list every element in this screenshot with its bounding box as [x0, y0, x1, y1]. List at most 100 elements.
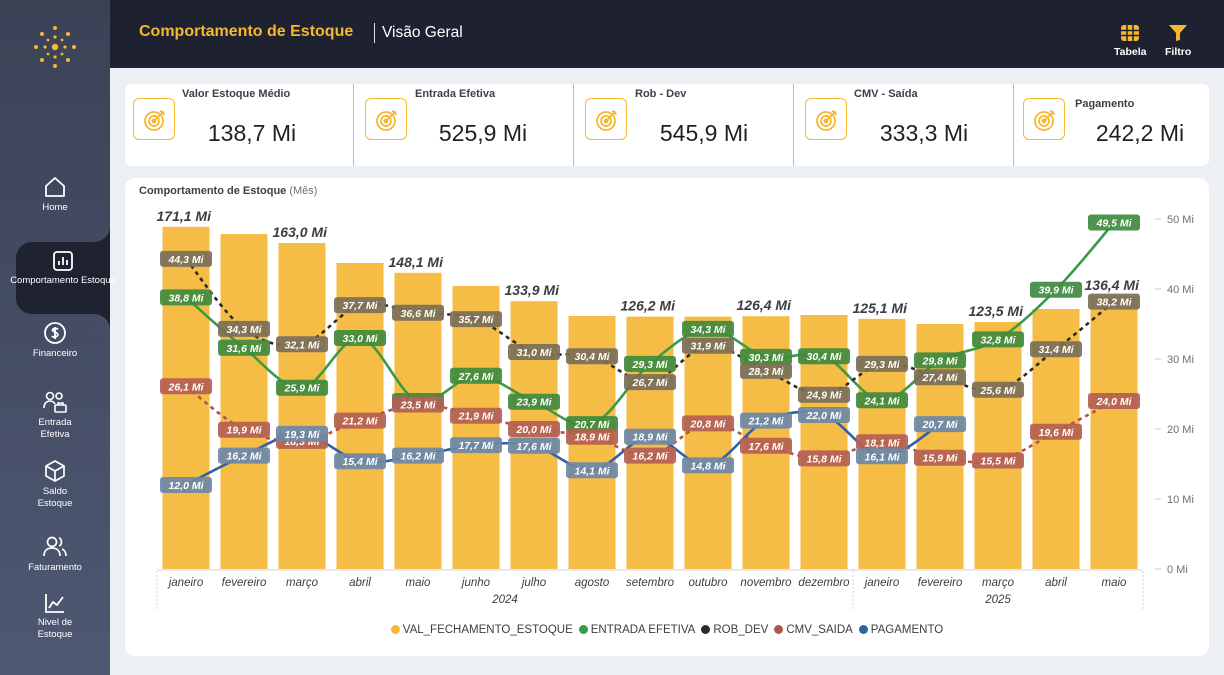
data-label-box-pagamento [740, 412, 792, 429]
y-tick-label: 20 Mi [1167, 424, 1194, 436]
data-label-box-cmv-saida [1088, 393, 1140, 409]
data-label-cmv-saida: 18,1 Mi [864, 437, 900, 449]
data-label-cmv-saida: 18,9 Mi [574, 432, 610, 444]
dollar-icon [44, 322, 66, 344]
home-icon [45, 177, 65, 197]
kpi-value: 138,7 Mi [207, 120, 297, 146]
data-label-box-entrada-efetiva [160, 289, 212, 306]
sidebar-item-home[interactable]: Home [0, 175, 110, 214]
bar-estoque [452, 286, 500, 569]
legend-label: ROB_DEV [713, 624, 769, 636]
legend-dot [858, 625, 868, 634]
data-label-entrada-efetiva: 25,9 Mi [283, 383, 320, 395]
year-label: 2024 [491, 594, 518, 606]
kpi-card: Valor Estoque Médio 138,7 Mi [125, 84, 353, 166]
data-label-pagamento: 16,1 Mi [864, 451, 900, 463]
year-label: 2025 [984, 594, 1011, 606]
line-chart-icon [45, 594, 64, 613]
y-tick-label: 10 Mi [1167, 494, 1194, 506]
data-label-cmv-saida: 21,2 Mi [341, 416, 378, 428]
data-label-rob-dev: 32,1 Mi [284, 339, 320, 351]
kpi-value: 525,9 Mi [438, 120, 528, 146]
chart-icon [53, 251, 73, 271]
data-label-entrada-efetiva: 29,3 Mi [631, 359, 668, 371]
sidebar-item-faturamento[interactable]: Faturamento [0, 535, 110, 574]
kpi-card: CMV - Saída 333,3 Mi [794, 84, 1013, 166]
sidebar-item-entrada-efetiva[interactable]: Entrada Efetiva [0, 390, 110, 441]
data-label-box-pagamento [566, 462, 618, 479]
data-label-cmv-saida: 19,9 Mi [226, 425, 262, 437]
tabela-button[interactable]: Tabela [1114, 24, 1146, 58]
x-tick-label: maio [406, 577, 432, 589]
data-label-entrada-efetiva: 24,1 Mi [863, 395, 900, 407]
data-label-box-rob-dev [276, 336, 328, 353]
bar-data-label: 133,9 Mi [505, 282, 561, 298]
data-label-box-rob-dev [624, 374, 676, 391]
kpi-label: Rob - Dev [635, 88, 687, 100]
data-label-box-pagamento [392, 447, 444, 464]
data-label-box-cmv-saida [624, 447, 676, 464]
data-label-box-rob-dev [972, 381, 1024, 398]
sidebar-item-comportamento-estoque[interactable]: Comportamento Estoque [8, 250, 118, 287]
legend-dot [701, 625, 711, 634]
sidebar: Home Comportamento Estoque Financeiro En… [0, 0, 116, 675]
data-label-rob-dev: 30,4 Mi [574, 351, 610, 363]
legend-item[interactable]: VAL_FECHAMENTO_ESTOQUE [390, 624, 573, 636]
sidebar-item-label: Faturamento [28, 562, 82, 573]
x-tick-label: julho [520, 577, 547, 589]
legend-item[interactable]: ENTRADA EFETIVA [578, 624, 695, 636]
data-label-box-cmv-saida [218, 421, 270, 438]
data-label-box-pagamento [276, 425, 328, 442]
data-label-box-rob-dev [566, 348, 618, 365]
legend-dot [390, 625, 400, 634]
users-icon [43, 536, 67, 557]
data-label-box-cmv-saida [566, 428, 618, 445]
bar-data-label: 126,2 Mi [621, 298, 677, 314]
bar-data-label: 163,0 Mi [273, 224, 329, 240]
active-nav-background [16, 242, 110, 314]
kpi-card: Pagamento 242,2 Mi [1014, 84, 1209, 166]
data-label-box-cmv-saida [682, 415, 734, 432]
data-label-box-pagamento [914, 416, 966, 433]
sidebar-item-financeiro[interactable]: Financeiro [0, 321, 110, 360]
sidebar-item-saldo-estoque[interactable]: Saldo Estoque [0, 459, 110, 510]
y-tick-label: 50 Mi [1167, 214, 1194, 226]
kpi-label: CMV - Saída [854, 88, 918, 100]
filtro-label: Filtro [1165, 46, 1192, 58]
data-label-box-rob-dev [450, 311, 502, 328]
legend-item[interactable]: PAGAMENTO [858, 624, 943, 636]
data-label-rob-dev: 38,2 Mi [1096, 297, 1132, 309]
data-label-rob-dev: 31,0 Mi [516, 347, 552, 359]
data-label-entrada-efetiva: 30,3 Mi [748, 352, 784, 364]
kpi-divider [1013, 84, 1014, 166]
bar-estoque [1090, 296, 1138, 569]
data-label-box-cmv-saida [740, 437, 792, 454]
kpi-label: Pagamento [1075, 98, 1135, 110]
filtro-button[interactable]: Filtro [1165, 24, 1191, 58]
data-label-box-entrada-efetiva [450, 367, 502, 384]
chart-card: Comportamento de Estoque (Mês) 171,1 Mi 1… [125, 178, 1209, 656]
bar-data-label: 123,5 Mi [969, 303, 1025, 319]
data-label-cmv-saida: 24,0 Mi [1095, 396, 1132, 408]
bar-estoque [278, 243, 326, 569]
kpi-value: 545,9 Mi [659, 120, 749, 146]
legend-item[interactable]: CMV_SAIDA [774, 624, 853, 636]
data-label-rob-dev: 31,9 Mi [690, 341, 726, 353]
x-tick-label: março [982, 577, 1015, 589]
sidebar-item-nivel-de-estoque[interactable]: Nivel de Estoque [0, 592, 110, 641]
data-label-box-rob-dev [740, 362, 792, 379]
sidebar-item-label: Home [42, 202, 68, 213]
data-label-box-entrada-efetiva [1088, 214, 1140, 231]
legend-item[interactable]: ROB_DEV [701, 624, 768, 636]
data-label-pagamento: 15,4 Mi [342, 456, 378, 468]
box-icon [45, 460, 65, 482]
data-label-cmv-saida: 20,0 Mi [515, 424, 552, 436]
data-label-pagamento: 16,2 Mi [400, 451, 436, 463]
data-label-cmv-saida: 17,6 Mi [748, 441, 784, 453]
data-label-entrada-efetiva: 30,4 Mi [806, 351, 842, 363]
data-label-pagamento: 17,6 Mi [516, 441, 552, 453]
data-label-pagamento: 17,7 Mi [458, 440, 494, 452]
data-label-box-rob-dev [856, 355, 908, 372]
sidebar-item-label: Comportamento Estoque [10, 275, 116, 286]
bar-estoque [162, 226, 210, 570]
